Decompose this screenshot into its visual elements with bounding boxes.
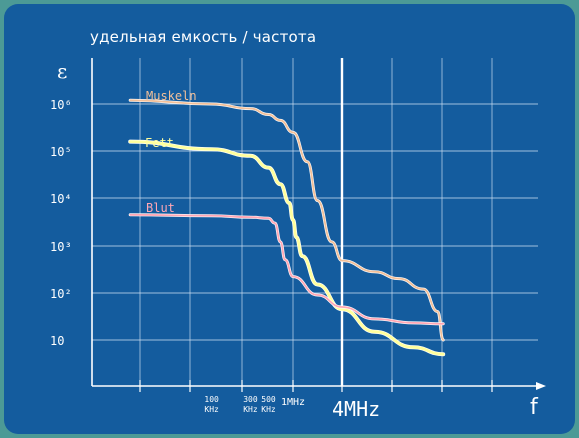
x-tick-label: 1MHz <box>281 397 305 408</box>
y-tick-label: 10⁴ <box>50 192 72 206</box>
x-tick-label: 100 <box>204 395 219 404</box>
series-label-muskeln: Muskeln <box>146 89 197 103</box>
y-tick-label: 10³ <box>50 240 72 254</box>
series-line-fett <box>128 140 445 356</box>
series-label-fett: Fett <box>145 136 174 150</box>
x-tick-label: 500 <box>261 395 276 404</box>
series-line-muskeln-outline <box>128 98 445 342</box>
y-tick-label: 10⁶ <box>50 98 72 112</box>
x-tick-label: 300 <box>243 395 258 404</box>
x-tick-label-unit: KHz <box>261 405 276 414</box>
y-tick-label: 10 <box>50 334 64 348</box>
series-line-muskeln <box>129 99 445 341</box>
y-axis-label: ε <box>57 59 67 83</box>
x-tick-label-4mhz: 4MHz <box>332 397 380 421</box>
x-axis-arrow <box>536 382 546 390</box>
y-tick-label: 10² <box>50 287 72 301</box>
y-tick-label: 10⁵ <box>50 145 72 159</box>
series-line-blut <box>129 213 445 325</box>
x-tick-label-unit: KHz <box>204 405 219 414</box>
chart-title: удельная емкость / частота <box>90 28 317 46</box>
series-label-blut: Blut <box>146 201 175 215</box>
x-tick-label-unit: KHz <box>243 405 258 414</box>
series-line-blut-outline <box>128 213 445 326</box>
chart-panel <box>4 4 575 434</box>
x-axis-label: f <box>530 395 539 420</box>
